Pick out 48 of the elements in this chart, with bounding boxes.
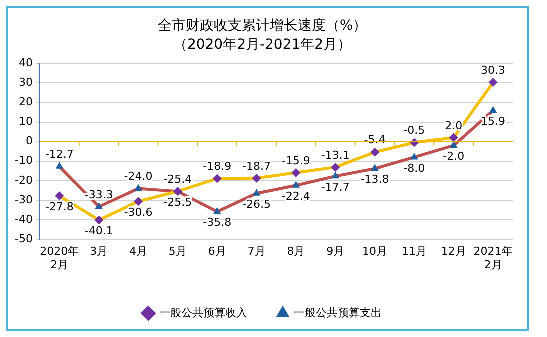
y-tick-label: 10: [18, 115, 33, 128]
data-label: 30.3: [481, 64, 506, 77]
x-tick-label: 2021年 2月: [474, 245, 513, 272]
y-tick-label: -30: [15, 193, 33, 206]
data-label: -2.0: [443, 150, 465, 164]
x-tick-label: 12月: [441, 245, 466, 258]
data-label: -35.8: [203, 216, 232, 230]
x-tick-label: 9月: [326, 245, 345, 258]
x-tick-label: 6月: [208, 245, 226, 258]
data-label: -12.7: [45, 148, 74, 162]
data-label: -0.5: [404, 124, 426, 138]
y-tick-label: -40: [15, 212, 33, 226]
data-label: -13.8: [360, 173, 390, 186]
chart-subtitle: （2020年2月-2021年2月）: [173, 36, 352, 53]
y-tick-label: 0: [26, 134, 33, 148]
x-tick-label: 2020年 2月: [40, 245, 80, 272]
y-tick-label: -50: [15, 232, 33, 246]
data-label: -40.1: [84, 224, 114, 238]
y-tick-label: 20: [18, 96, 33, 109]
data-label: -30.6: [124, 206, 153, 220]
chart-title: 全市财政收支累计增长速度（%）: [158, 18, 368, 34]
legend-label: 一般公共预算支出: [294, 306, 382, 320]
legend-label: 一般公共预算收入: [160, 306, 248, 320]
data-label: -26.5: [242, 198, 272, 212]
x-tick-label: 10月: [362, 245, 388, 258]
y-tick-label: 30: [18, 76, 33, 90]
data-label: -17.7: [321, 180, 350, 194]
y-tick-label: -10: [15, 154, 33, 168]
data-label: -18.7: [242, 160, 272, 173]
data-label: -27.8: [45, 200, 74, 214]
data-label: -25.5: [164, 196, 192, 210]
x-tick-label: 11月: [402, 245, 427, 258]
data-label: -13.1: [321, 148, 350, 162]
x-tick-label: 3月: [90, 245, 108, 258]
data-label: -25.4: [164, 172, 192, 186]
x-tick-label: 8月: [287, 245, 306, 258]
data-label: -18.9: [203, 160, 232, 174]
data-label: -22.4: [282, 190, 310, 203]
x-tick-label: 4月: [130, 245, 148, 258]
x-tick-label: 5月: [168, 245, 187, 258]
data-label: -15.9: [282, 154, 310, 168]
data-label: 2.0: [445, 119, 463, 132]
y-tick-label: 40: [18, 56, 33, 70]
data-label: -24.0: [124, 170, 153, 184]
x-tick-label: 7月: [248, 245, 266, 258]
y-tick-label: -20: [15, 174, 33, 187]
data-label: -8.0: [404, 162, 426, 175]
data-label: 15.9: [481, 115, 506, 128]
